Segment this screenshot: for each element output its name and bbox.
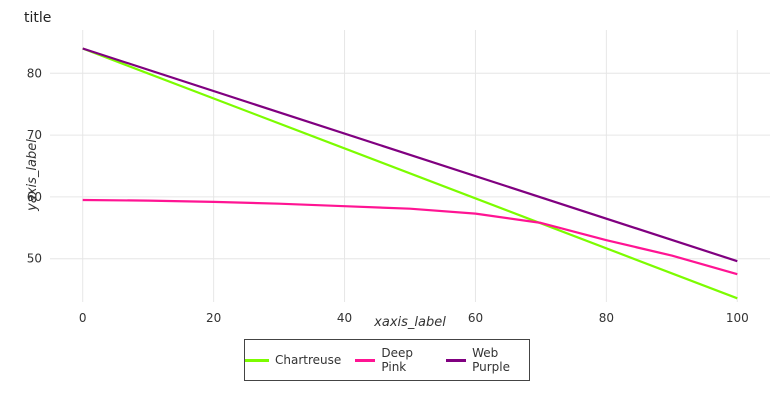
x-axis-label: xaxis_label — [373, 315, 446, 330]
y-tick-label: 60 — [27, 190, 42, 204]
legend-swatch-deep-pink — [355, 358, 376, 362]
legend-label-web-purple: Web Purple — [472, 346, 510, 374]
legend-item-chartreuse: Chartreuse — [245, 353, 341, 367]
legend-item-web-purple: Web Purple — [445, 346, 529, 374]
legend-swatch-web-purple — [445, 358, 467, 362]
y-tick-label: 70 — [27, 128, 42, 142]
y-tick-label: 80 — [27, 66, 42, 80]
series-line-deep-pink — [82, 198, 738, 276]
y-axis-label: yaxis_label — [25, 139, 40, 212]
series-layer — [82, 47, 738, 300]
legend-label-deep-pink: Deep Pink — [381, 346, 414, 374]
x-tick-label: 20 — [206, 311, 221, 325]
x-tick-label: 60 — [468, 311, 483, 325]
x-tick-label: 80 — [599, 311, 614, 325]
axes: 0 20 40 60 80 100 50 60 70 80 — [27, 66, 749, 325]
chart-title: title — [24, 10, 51, 26]
x-tick-label: 100 — [726, 311, 749, 325]
legend: Chartreuse Deep Pink Web Purple — [244, 339, 530, 381]
legend-label-chartreuse: Chartreuse — [275, 353, 342, 367]
y-tick-label: 50 — [27, 252, 42, 266]
x-tick-label: 40 — [337, 311, 352, 325]
x-tick-label: 0 — [79, 311, 87, 325]
series-line-web-purple — [82, 47, 738, 263]
series-line-chartreuse — [82, 47, 738, 300]
legend-swatch-chartreuse — [245, 358, 269, 362]
legend-item-deep-pink: Deep Pink — [355, 346, 432, 374]
grid — [50, 30, 770, 302]
